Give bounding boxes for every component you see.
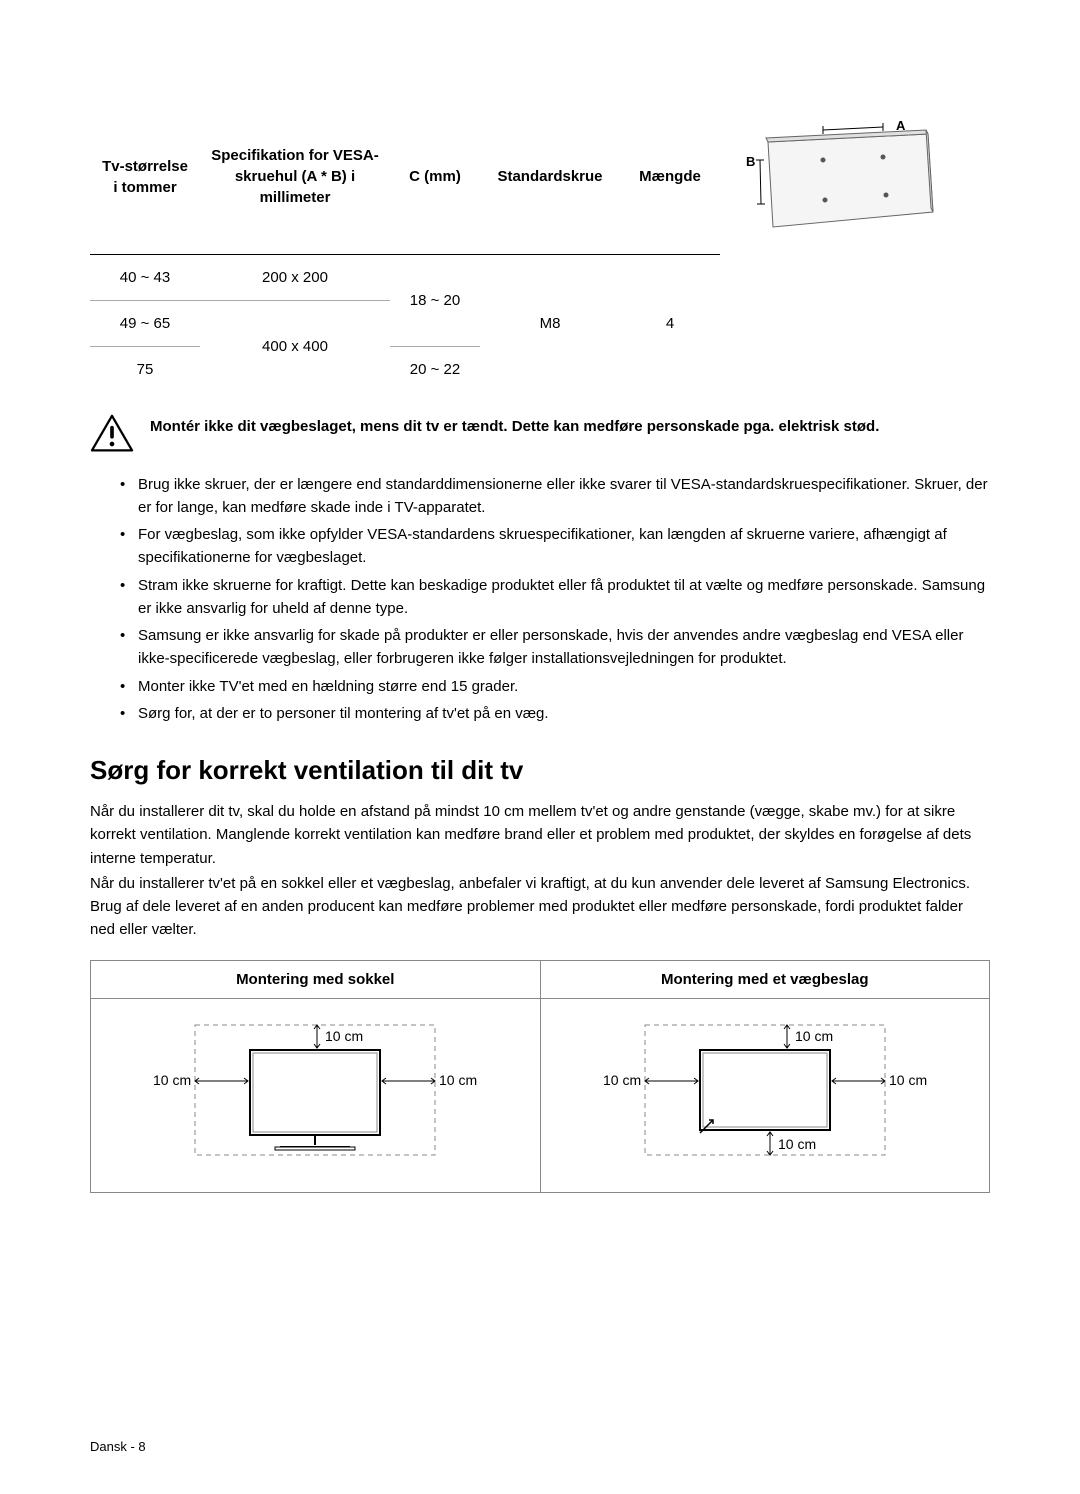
spec-cell: 75: [90, 346, 200, 392]
spec-cell: 200 x 200: [200, 254, 390, 300]
list-item: For vægbeslag, som ikke opfylder VESA-st…: [120, 523, 990, 570]
spec-header-screw: Standardskrue: [480, 100, 620, 254]
spec-cell: 4: [620, 254, 720, 392]
spec-cell: 18 ~ 20: [390, 254, 480, 346]
spec-header-vesa: Specifikation for VESA-skruehul (A * B) …: [200, 100, 390, 254]
svg-text:10 cm: 10 cm: [439, 1072, 477, 1088]
tv-back-diagram: A B: [728, 112, 938, 242]
spec-cell: 400 x 400: [200, 300, 390, 392]
spec-cell: 40 ~ 43: [90, 254, 200, 300]
warning-text: Montér ikke dit vægbeslaget, mens dit tv…: [150, 414, 990, 437]
spec-header-qty: Mængde: [620, 100, 720, 254]
page-footer: Dansk - 8: [90, 1439, 146, 1454]
spec-cell: 20 ~ 22: [390, 346, 480, 392]
vent-header-stand: Montering med sokkel: [91, 960, 541, 998]
bullet-list: Brug ikke skruer, der er længere end sta…: [90, 473, 990, 726]
vent-header-wall: Montering med et vægbeslag: [540, 960, 990, 998]
spec-cell: 49 ~ 65: [90, 300, 200, 346]
svg-text:10 cm: 10 cm: [889, 1072, 927, 1088]
svg-text:10 cm: 10 cm: [153, 1072, 191, 1088]
svg-text:10 cm: 10 cm: [778, 1136, 816, 1152]
ventilation-table: Montering med sokkel Montering med et væ…: [90, 960, 990, 1193]
diagram-label-a: A: [896, 118, 906, 133]
spec-table: Tv-størrelse i tommer Specifikation for …: [90, 100, 990, 392]
spec-header-c: C (mm): [390, 100, 480, 254]
section-title: Sørg for korrekt ventilation til dit tv: [90, 755, 990, 786]
list-item: Monter ikke TV'et med en hældning større…: [120, 675, 990, 698]
spec-header-size: Tv-størrelse i tommer: [90, 100, 200, 254]
body-paragraph: Når du installerer tv'et på en sokkel el…: [90, 872, 990, 942]
list-item: Sørg for, at der er to personer til mont…: [120, 702, 990, 725]
svg-text:10 cm: 10 cm: [325, 1028, 363, 1044]
spec-cell: M8: [480, 254, 620, 392]
diagram-label-b: B: [746, 154, 755, 169]
list-item: Stram ikke skruerne for kraftigt. Dette …: [120, 574, 990, 621]
svg-text:10 cm: 10 cm: [795, 1028, 833, 1044]
body-paragraph: Når du installerer dit tv, skal du holde…: [90, 800, 990, 870]
warning-block: Montér ikke dit vægbeslaget, mens dit tv…: [90, 414, 990, 459]
vent-diagram-stand: 10 cm 10 cm 10 cm: [101, 1015, 530, 1170]
svg-text:10 cm: 10 cm: [603, 1072, 641, 1088]
list-item: Brug ikke skruer, der er længere end sta…: [120, 473, 990, 520]
list-item: Samsung er ikke ansvarlig for skade på p…: [120, 624, 990, 671]
vent-diagram-wall: 10 cm 10 cm 10 cm 10 cm: [551, 1015, 980, 1170]
warning-icon: [90, 414, 134, 459]
